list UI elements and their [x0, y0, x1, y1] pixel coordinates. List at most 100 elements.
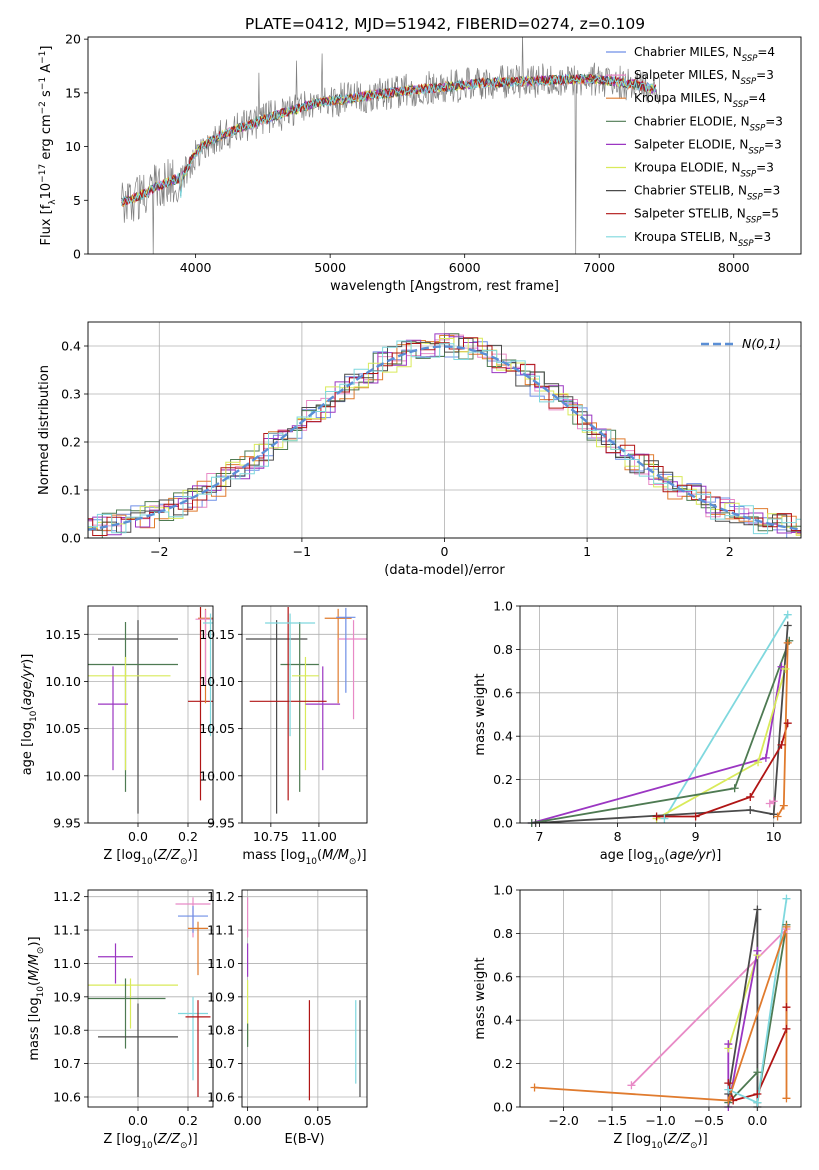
- plot-area: [247, 897, 361, 1101]
- plot-area: [245, 606, 367, 814]
- weight-point: [773, 812, 782, 821]
- x-tick-label: 7000: [583, 260, 615, 275]
- y-tick-label: 10.9: [207, 989, 235, 1004]
- weight-point: [724, 1040, 733, 1049]
- x-tick-label: 0: [441, 544, 449, 559]
- weight-line: [534, 926, 788, 1102]
- y-tick-label: 10.8: [207, 1023, 235, 1038]
- axes-frame: [519, 889, 802, 1108]
- plot-area: [88, 333, 801, 538]
- axes-frame: [87, 321, 802, 539]
- y-tick-label: 0.4: [493, 729, 513, 744]
- weight-vs-age-panel: 7 8 9 10 0.0 0.2 0.4 0.6 0.8 1.0 age [log10(age/yr…: [473, 599, 802, 867]
- legend-entry: Salpeter STELIB, NSSP=5: [634, 207, 779, 226]
- weight-point: [627, 1081, 636, 1090]
- x-tick-label: 2: [726, 544, 734, 559]
- weight-point: [761, 753, 770, 762]
- y-tick-label: 10.05: [199, 721, 235, 736]
- y-axis-label: Flux [fλ10−17 erg cm−2 s−1 A−1]: [38, 46, 58, 246]
- y-tick-label: 10.6: [53, 1089, 81, 1104]
- x-tick-label: 0.0: [128, 829, 148, 844]
- legend-entry: Chabrier STELIB, NSSP=3: [634, 184, 780, 203]
- x-tick-label: 10: [766, 829, 782, 844]
- weight-point: [724, 1096, 733, 1105]
- x-tick-label: 10.75: [253, 829, 289, 844]
- x-tick-label: 8000: [718, 260, 750, 275]
- plot-area: [531, 614, 791, 823]
- weight-point: [783, 610, 792, 619]
- weight-point: [783, 638, 792, 647]
- normal-distribution-curve: [88, 345, 801, 531]
- weight-point: [753, 1089, 762, 1098]
- y-tick-label: 0.4: [61, 339, 81, 354]
- weight-point: [691, 812, 700, 821]
- x-tick-label: 0.2: [178, 1113, 198, 1128]
- y-tick-label: 10.05: [45, 721, 81, 736]
- legend-entry: Salpeter ELODIE, NSSP=3: [634, 137, 782, 156]
- y-tick-label: 10.7: [53, 1056, 81, 1071]
- weight-point: [782, 922, 791, 931]
- y-tick-label: 10.6: [207, 1089, 235, 1104]
- x-tick-label: −1: [293, 544, 311, 559]
- weight-vs-metallicity-panel: −2.0 −1.5 −1.0 −0.5 0.0 0.0 0.2 0.4 0.6 0.8 1.0 Z […: [473, 883, 802, 1151]
- weight-point: [777, 740, 786, 749]
- weight-point: [753, 1098, 762, 1107]
- weight-line: [727, 950, 759, 1107]
- weight-point: [782, 1003, 791, 1012]
- y-tick-label: 0.2: [493, 772, 513, 787]
- residual-histogram: [88, 340, 801, 535]
- weight-point: [782, 1024, 791, 1033]
- y-tick-label: 11.2: [207, 889, 235, 904]
- axes-frame: [87, 889, 214, 1108]
- weight-point: [652, 812, 661, 821]
- weight-point: [753, 905, 762, 914]
- y-tick-label: 11.2: [53, 889, 81, 904]
- x-tick-label: 0.00: [234, 1113, 262, 1128]
- x-tick-label: 8: [614, 829, 622, 844]
- weight-point: [746, 792, 755, 801]
- weight-line: [535, 625, 789, 823]
- legend-entry: N(0,1): [742, 336, 781, 351]
- x-axis-label: Z [log10(Z/Z⊙)]: [103, 1132, 197, 1151]
- y-axis-label: mass weight: [473, 673, 488, 755]
- weight-point: [530, 1083, 539, 1092]
- weight-point: [724, 1085, 733, 1094]
- weight-point: [660, 814, 669, 823]
- legend-entry: Kroupa STELIB, NSSP=3: [634, 230, 771, 249]
- mass-vs-metallicity-panel: 0.0 0.2 10.6 10.7 10.8 10.9 11.0 11.1 11.2 Z [log…: [27, 889, 214, 1151]
- figure-title: PLATE=0412, MJD=51942, FIBERID=0274, z=0…: [245, 15, 645, 33]
- y-tick-label: 0.2: [493, 1056, 513, 1071]
- x-axis-label: mass [log10(M/M⊙)]: [242, 848, 366, 867]
- y-axis-label: mass weight: [473, 957, 488, 1039]
- x-tick-label: 0.0: [747, 1113, 767, 1128]
- weight-point: [753, 946, 762, 955]
- y-tick-label: 0.1: [61, 483, 81, 498]
- weight-point: [783, 719, 792, 728]
- x-tick-label: 5000: [314, 260, 346, 275]
- legend-entry: Kroupa ELODIE, NSSP=3: [634, 161, 774, 180]
- y-tick-label: 0.8: [493, 926, 513, 941]
- plot-area: [88, 606, 213, 814]
- x-tick-label: 9: [692, 829, 700, 844]
- y-tick-label: 5: [73, 193, 81, 208]
- y-tick-label: 11.1: [53, 923, 81, 938]
- y-axis-label: Normed distribution: [37, 365, 52, 495]
- model-spectrum-line: [121, 73, 657, 206]
- y-tick-label: 10.00: [199, 768, 235, 783]
- plot-area: [121, 37, 661, 254]
- axes-frame: [87, 36, 802, 255]
- x-tick-label: 0.0: [128, 1113, 148, 1128]
- y-tick-label: 9.95: [207, 816, 235, 831]
- x-axis-label: wavelength [Angstrom, rest frame]: [330, 279, 559, 294]
- x-axis-label: age [log10(age/yr)]: [600, 848, 722, 867]
- x-tick-label: 7: [536, 829, 544, 844]
- axes-frame: [87, 605, 214, 824]
- y-tick-label: 0.6: [493, 969, 513, 984]
- y-tick-label: 0.3: [61, 387, 81, 402]
- x-tick-label: 0.05: [304, 1113, 332, 1128]
- y-tick-label: 10.10: [199, 674, 235, 689]
- weight-point: [730, 784, 739, 793]
- x-tick-label: −1.0: [645, 1113, 675, 1128]
- x-axis-label: E(B-V): [284, 1132, 324, 1147]
